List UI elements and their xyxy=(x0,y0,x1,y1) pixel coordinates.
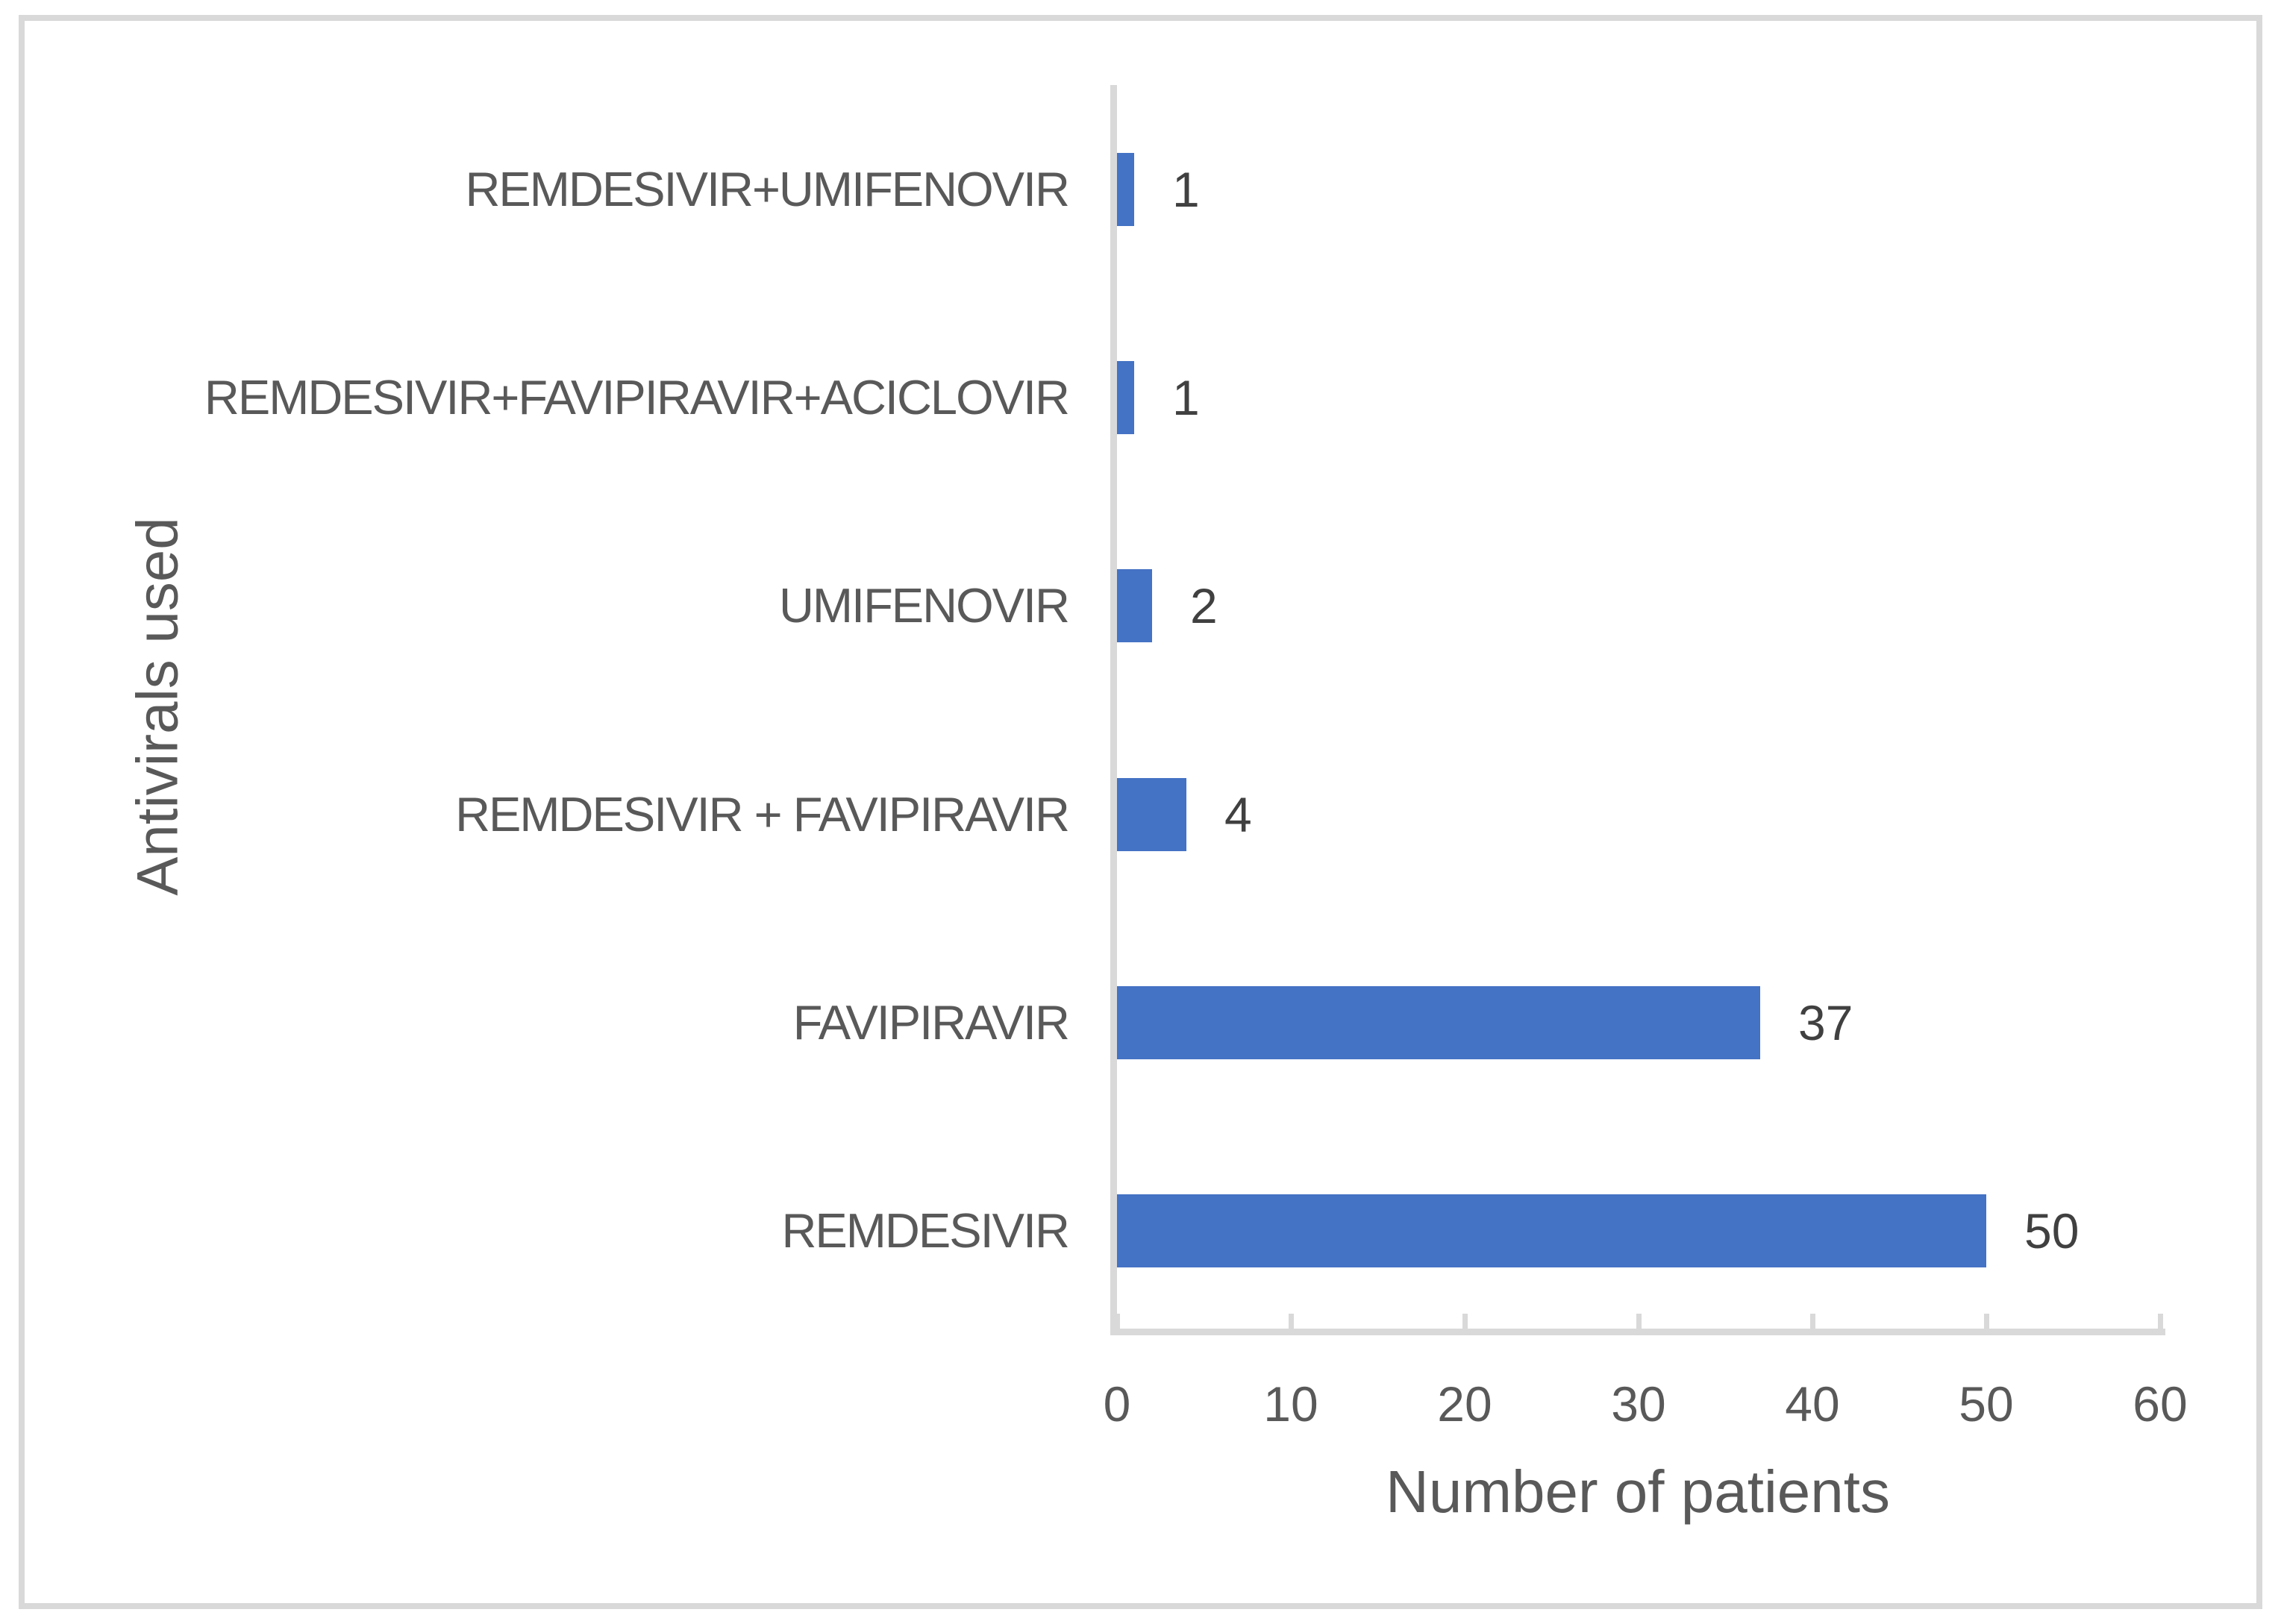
category-label: REMDESIVIR+UMIFENOVIR xyxy=(465,162,1070,216)
category-label: REMDESIVIR + FAVIPIRAVIR xyxy=(455,787,1070,841)
bar xyxy=(1117,153,1134,226)
value-label: 4 xyxy=(1224,787,1252,842)
x-axis-tick-mark xyxy=(1810,1314,1815,1329)
x-axis-tick-label: 50 xyxy=(1959,1376,2014,1432)
bar xyxy=(1117,1194,1986,1267)
x-axis-tick-mark xyxy=(2158,1314,2163,1329)
category-label: REMDESIVIR+FAVIPIRAVIR+ACICLOVIR xyxy=(204,370,1070,424)
x-axis-tick-label: 30 xyxy=(1611,1376,1666,1432)
x-axis-tick-mark xyxy=(1636,1314,1642,1329)
value-label: 37 xyxy=(1798,995,1853,1050)
category-label: REMDESIVIR xyxy=(781,1203,1070,1258)
bar xyxy=(1117,986,1760,1059)
chart-border-frame xyxy=(19,15,2262,1609)
x-axis-tick-mark xyxy=(1462,1314,1468,1329)
x-axis-tick-label: 10 xyxy=(1263,1376,1318,1432)
category-label: FAVIPIRAVIR xyxy=(792,995,1070,1050)
bar xyxy=(1117,778,1186,851)
bar xyxy=(1117,361,1134,434)
x-axis-tick-mark xyxy=(1984,1314,1989,1329)
category-label: UMIFENOVIR xyxy=(778,578,1070,633)
y-axis-line xyxy=(1110,85,1117,1335)
x-axis-line xyxy=(1110,1329,2165,1335)
x-axis-tick-mark xyxy=(1115,1314,1120,1329)
bar xyxy=(1117,569,1152,642)
value-label: 50 xyxy=(2024,1203,2080,1258)
value-label: 1 xyxy=(1172,162,1200,217)
x-axis-tick-label: 20 xyxy=(1437,1376,1492,1432)
value-label: 2 xyxy=(1190,578,1218,633)
value-label: 1 xyxy=(1172,370,1200,425)
x-axis-tick-label: 40 xyxy=(1785,1376,1840,1432)
x-axis-tick-mark xyxy=(1289,1314,1294,1329)
x-axis-tick-label: 60 xyxy=(2133,1376,2188,1432)
x-axis-title: Number of patients xyxy=(1386,1458,1890,1525)
x-axis-tick-label: 0 xyxy=(1103,1376,1131,1432)
